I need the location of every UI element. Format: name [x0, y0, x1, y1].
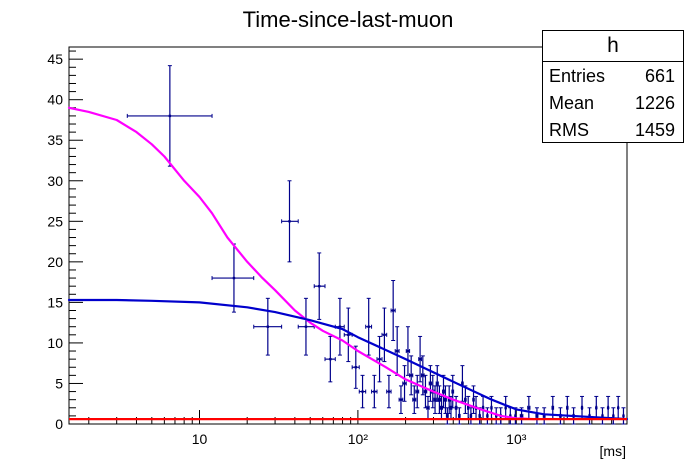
- data-point: [457, 407, 462, 425]
- stats-label-mean: Mean: [549, 93, 595, 113]
- data-point: [454, 395, 459, 420]
- data-point: [616, 395, 621, 420]
- chart-title: Time-since-last-muon: [243, 7, 454, 32]
- y-tick-label: 25: [47, 213, 63, 229]
- y-tick-label: 5: [55, 375, 63, 391]
- y-tick-label: 15: [47, 294, 63, 310]
- data-point: [358, 374, 367, 409]
- x-axis-label: [ms]: [600, 443, 626, 459]
- stats-row-rms: RMS 1459: [543, 116, 683, 143]
- x-tick-label: 10³: [506, 431, 527, 447]
- data-point: [376, 335, 383, 383]
- data-point: [324, 335, 336, 383]
- data-point: [371, 374, 378, 409]
- data-point: [463, 385, 468, 414]
- data-point: [433, 385, 438, 414]
- data-point: [415, 374, 420, 409]
- data-point: [365, 297, 373, 356]
- data-point: [468, 407, 473, 425]
- x-tick-label: 10²: [348, 431, 369, 447]
- data-point: [606, 395, 611, 420]
- y-tick-label: 35: [47, 132, 63, 148]
- y-tick-label: 45: [47, 51, 63, 67]
- data-point: [402, 365, 407, 402]
- stats-value-entries: 661: [644, 66, 675, 86]
- data-point: [126, 65, 213, 167]
- data-point: [425, 395, 430, 420]
- fit-curve-component: [67, 298, 629, 421]
- data-point: [390, 279, 396, 341]
- data-point: [621, 407, 626, 425]
- data-point: [437, 385, 442, 414]
- data-point: [513, 407, 518, 425]
- data-point: [394, 326, 400, 376]
- data-point: [381, 307, 388, 363]
- data-point: [441, 374, 446, 409]
- stats-row-entries: Entries 661: [543, 62, 683, 89]
- data-point: [405, 326, 411, 376]
- data-point: [600, 407, 605, 425]
- stats-box: h Entries 661 Mean 1226 RMS 1459: [542, 30, 684, 143]
- data-point: [386, 374, 392, 409]
- y-tick-label: 30: [47, 173, 63, 189]
- data-point: [611, 407, 616, 425]
- stats-label-rms: RMS: [549, 120, 589, 140]
- data-point: [418, 335, 423, 383]
- data-point: [481, 395, 486, 420]
- x-tick-label: 10: [192, 431, 208, 447]
- data-point: [534, 407, 539, 425]
- data-point: [447, 385, 452, 414]
- data-point: [297, 297, 315, 356]
- data-point: [503, 395, 508, 420]
- data-point: [211, 243, 255, 313]
- fit-curve-total: [67, 106, 536, 421]
- data-point: [594, 395, 599, 420]
- stats-row-mean: Mean 1226: [543, 89, 683, 116]
- stats-title: h: [543, 31, 683, 62]
- stats-value-rms: 1459: [634, 120, 675, 140]
- data-point: [253, 297, 283, 356]
- y-tick-label: 20: [47, 254, 63, 270]
- data-point: [445, 407, 450, 425]
- data-point: [526, 395, 531, 420]
- fit-curves: [67, 106, 629, 421]
- plot-frame: [68, 46, 628, 425]
- y-tick-label: 40: [47, 92, 63, 108]
- data-point: [435, 365, 440, 402]
- data-point: [542, 407, 547, 425]
- data-point: [460, 365, 465, 402]
- data-point: [423, 374, 428, 409]
- data-point: [281, 180, 299, 263]
- y-tick-label: 0: [55, 416, 63, 432]
- data-point: [450, 374, 455, 409]
- data-point: [398, 385, 404, 414]
- stats-value-mean: 1226: [634, 93, 675, 113]
- data-point: [343, 307, 353, 363]
- data-point: [412, 385, 417, 414]
- data-point: [351, 345, 360, 389]
- axes: 0 5 10 15 20 25 30 35 40 45 10 10² 10³: [47, 46, 628, 447]
- stats-label-entries: Entries: [549, 66, 606, 86]
- data-point: [443, 385, 448, 414]
- data-point: [313, 252, 326, 320]
- y-tick-label: 10: [47, 335, 63, 351]
